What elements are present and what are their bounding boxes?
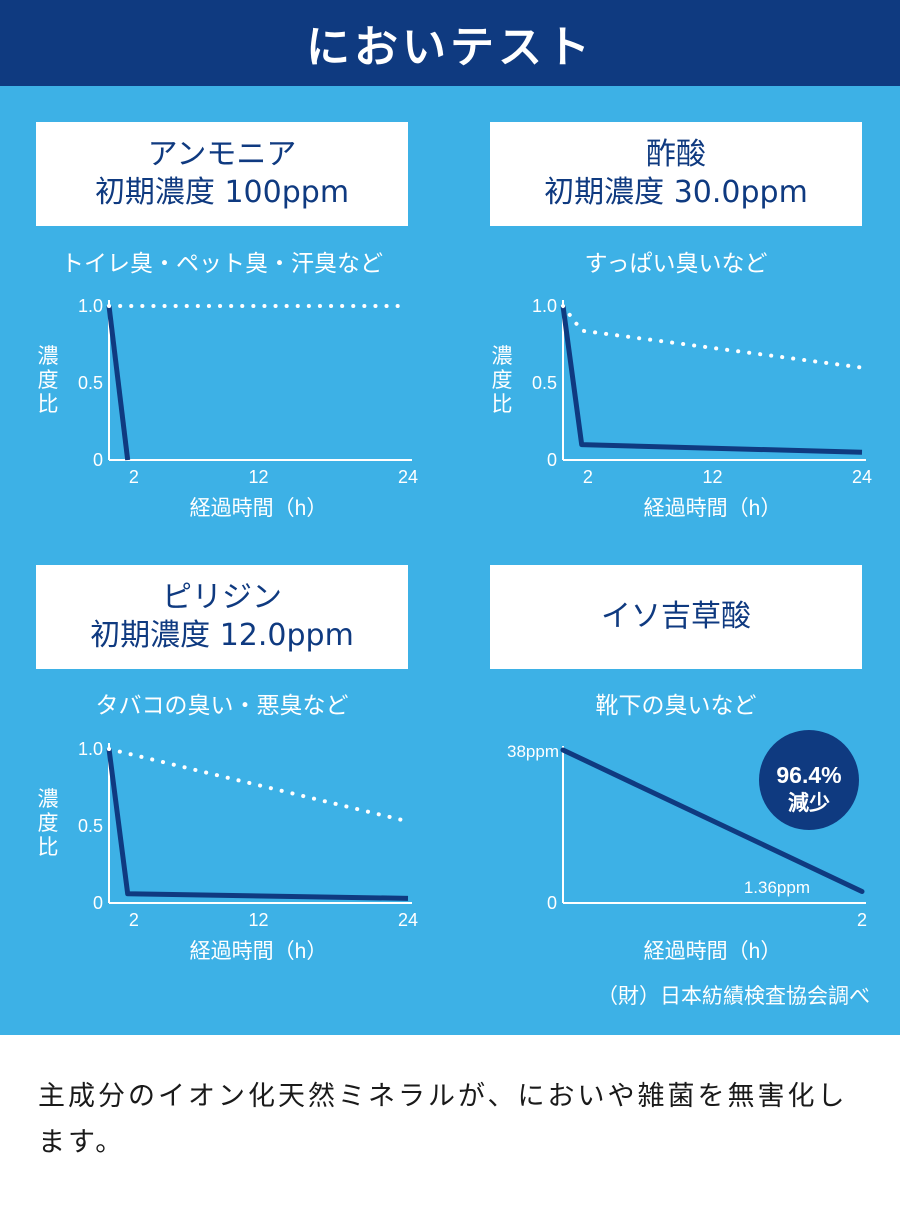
x-axis-label: 経過時間（h） [644,940,782,963]
isovaleric-acid-card: イソ吉草酸 [490,565,862,669]
data-source-credit: （財）日本紡績検査協会調べ [597,984,870,1008]
ammonia-concentration: 初期濃度 100ppm [94,175,350,210]
pyridine-chart: 1.0 0.5 0 2 12 24 経過時間（h） 濃度比 [38,739,419,963]
solid-series-line [106,748,409,901]
pyridine-concentration: 初期濃度 12.0ppm [90,618,354,653]
x-tick-label: 24 [398,910,418,930]
dotted-series-line [561,304,864,370]
x-tick-label: 12 [702,467,722,487]
y-axis-label-char: 度 [492,369,513,392]
acetic-acid-concentration: 初期濃度 30.0ppm [544,175,808,210]
solid-series-line [560,747,865,895]
x-tick-label: 2 [129,910,139,930]
page-header: においテスト [0,0,900,86]
y-tick-label: 0.5 [532,373,557,393]
solid-series-line [106,305,131,461]
ammonia-card: アンモニア 初期濃度 100ppm [36,122,408,226]
y-tick-label: 0 [547,893,557,913]
ammonia-examples: トイレ臭・ペット臭・汗臭など [61,251,383,277]
y-axis-label-char: 度 [38,369,59,392]
x-tick-label: 2 [129,467,139,487]
solid-series-line [560,305,863,455]
y-axis-label-char: 比 [38,393,59,416]
isovaleric-acid-chart: 0 2 38ppm 1.36ppm 経過時間（h） 96.4% 減少 [507,730,867,963]
y-axis-label-char: 濃 [38,788,59,811]
y-tick-label: 1.0 [532,296,557,316]
y-axis-label-char: 比 [38,836,59,859]
y-tick-label: 0.5 [78,373,103,393]
y-tick-label: 0 [93,893,103,913]
x-axis-label: 経過時間（h） [644,497,782,520]
x-tick-label: 2 [583,467,593,487]
y-axis-label-char: 濃 [38,345,59,368]
footer-description: 主成分のイオン化天然ミネラルが、においや雑菌を無害化します。 [38,1081,848,1158]
ammonia-name: アンモニア [147,137,297,172]
x-tick-label: 24 [852,467,872,487]
isovaleric-acid-name: イソ吉草酸 [601,599,751,634]
x-tick-label: 12 [248,910,268,930]
dotted-series-line [107,747,410,824]
acetic-acid-examples: すっぱい臭いなど [584,251,768,277]
pyridine-examples: タバコの臭い・悪臭など [95,693,349,719]
pyridine-name: ピリジン [162,580,282,615]
x-axis-label: 経過時間（h） [190,497,328,520]
x-tick-label: 2 [857,910,867,930]
reduction-badge-label: 減少 [788,791,830,815]
x-tick-label: 12 [248,467,268,487]
x-axis-label: 経過時間（h） [190,940,328,963]
y-tick-label: 0.5 [78,816,103,836]
y-axis-label-char: 度 [38,812,59,835]
y-axis-label-char: 濃 [492,345,513,368]
acetic-acid-name: 酢酸 [646,137,706,172]
y-tick-label: 1.0 [78,296,103,316]
ammonia-chart: 1.0 0.5 0 2 12 24 経過時間（h） 濃度比 [38,296,419,520]
page-title: においテスト [306,22,594,73]
y-tick-label: 0 [93,450,103,470]
reduction-badge-value: 96.4% [776,762,841,788]
y-axis-label-char: 比 [492,393,513,416]
reduction-badge [759,730,859,830]
test-results-panel [0,86,900,1035]
acetic-acid-chart: 1.0 0.5 0 2 12 24 経過時間（h） 濃度比 [492,296,873,520]
x-tick-label: 24 [398,467,418,487]
isovaleric-acid-examples: 靴下の臭いなど [595,693,757,719]
start-value-label: 38ppm [507,742,559,761]
acetic-acid-card: 酢酸 初期濃度 30.0ppm [490,122,862,226]
end-value-label: 1.36ppm [744,878,810,897]
y-tick-label: 0 [547,450,557,470]
y-tick-label: 1.0 [78,739,103,759]
pyridine-card: ピリジン 初期濃度 12.0ppm [36,565,408,669]
